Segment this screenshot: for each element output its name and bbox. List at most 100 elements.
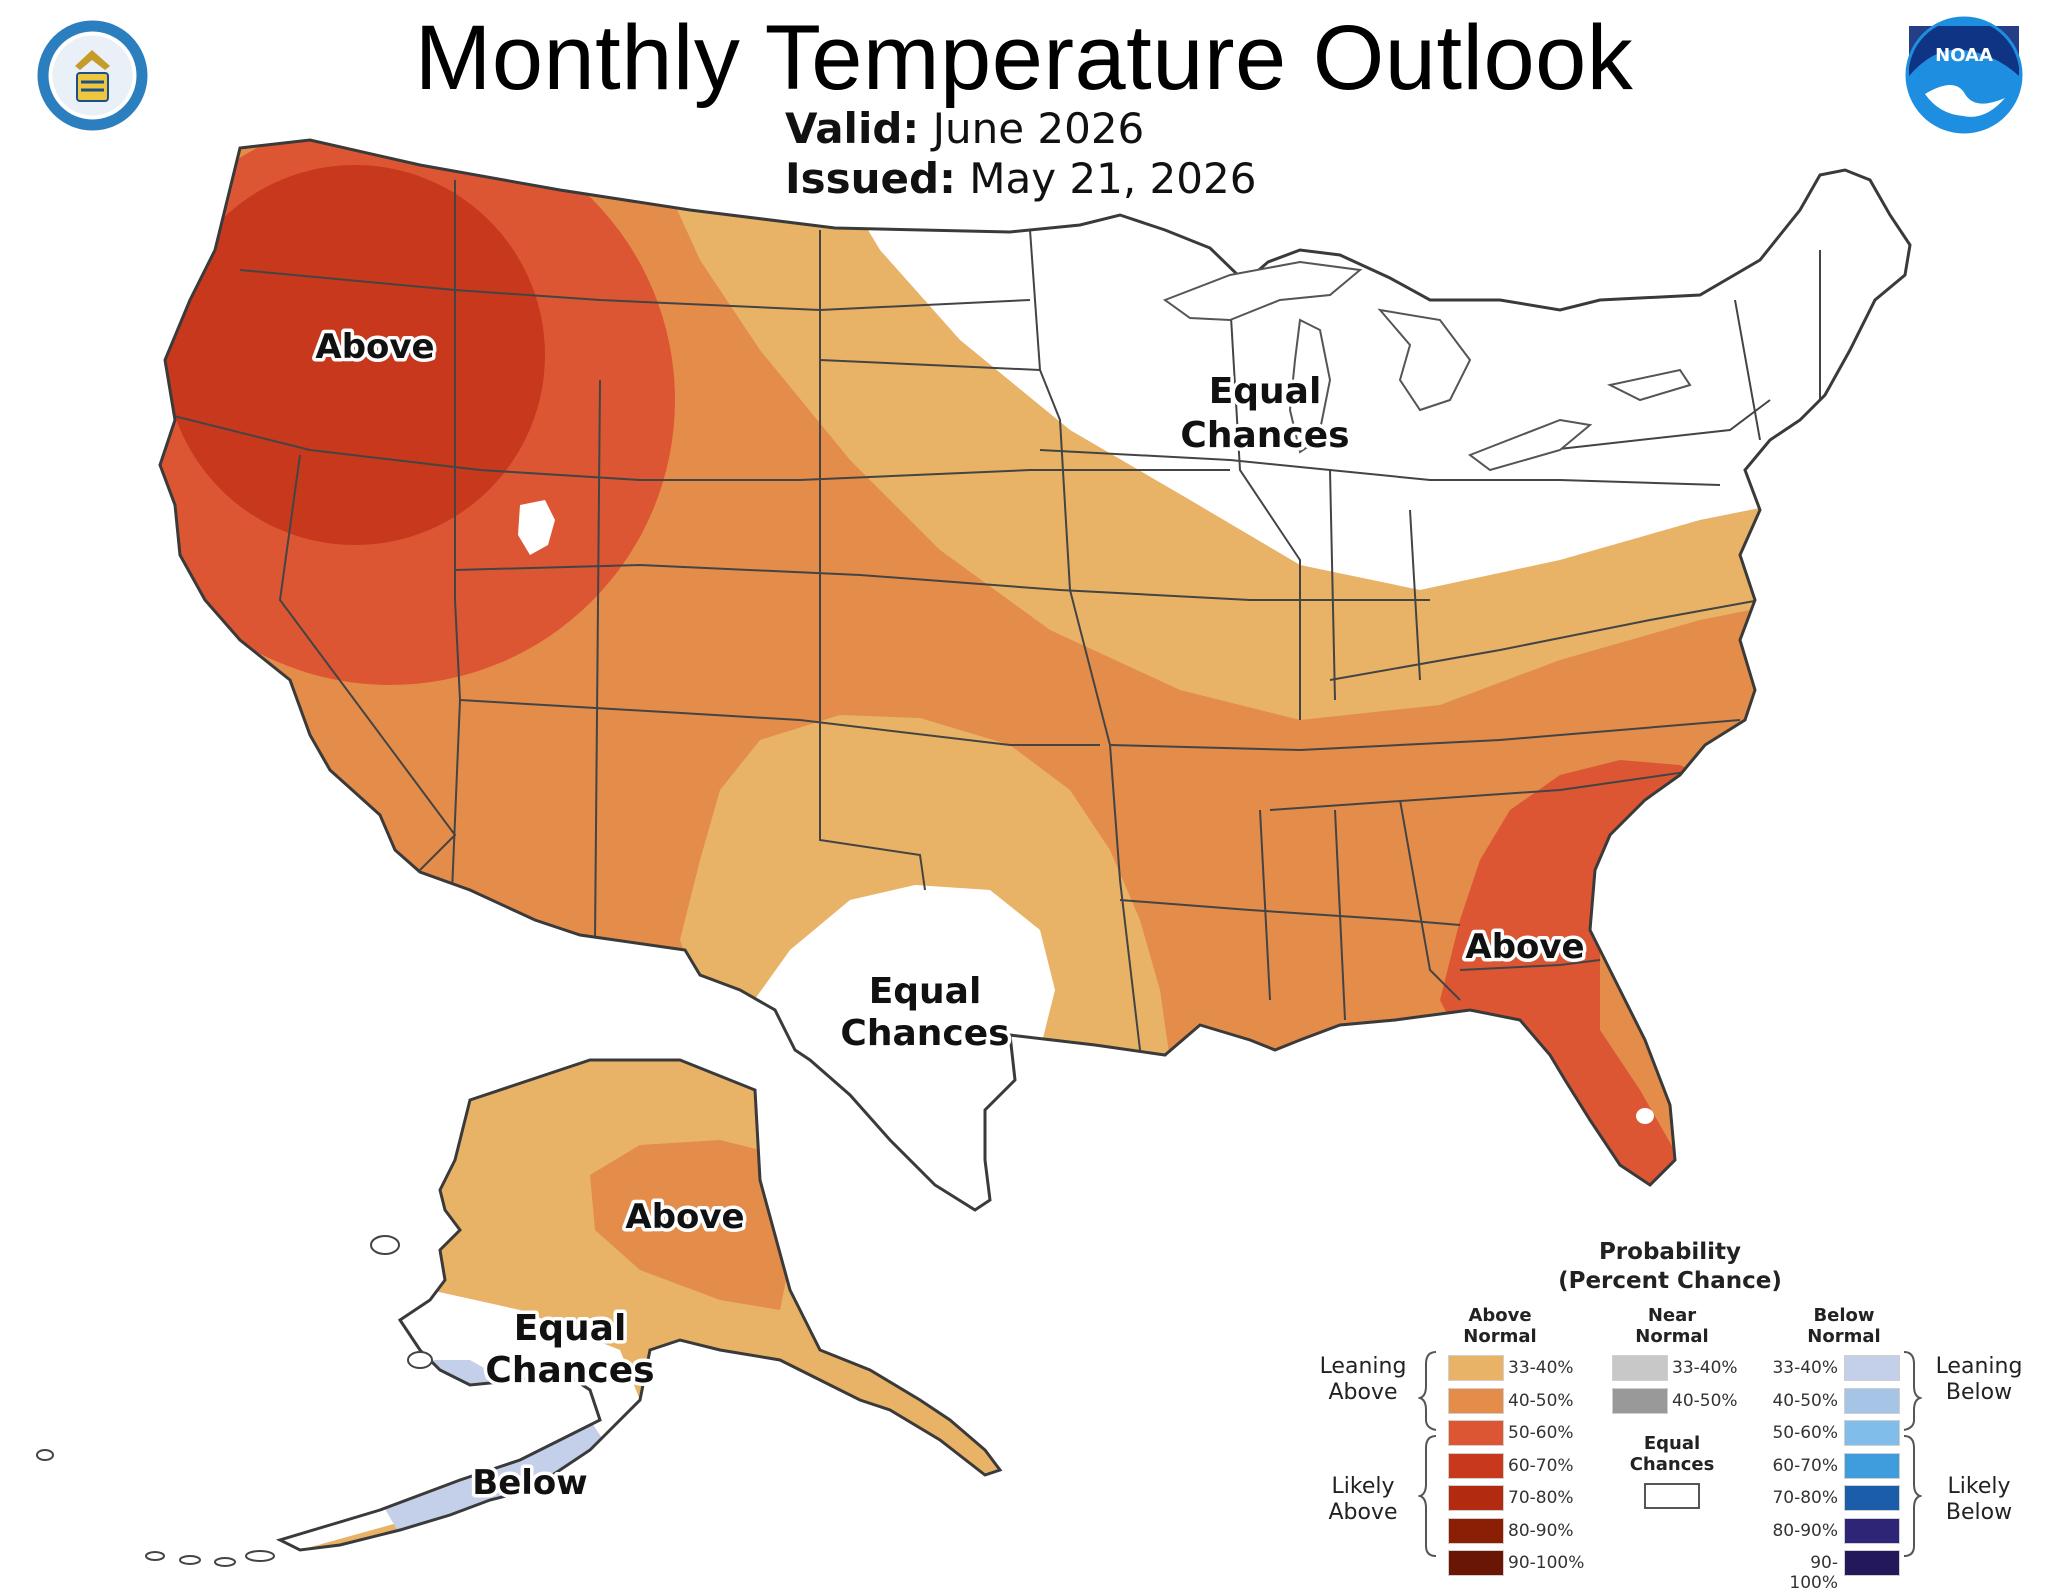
legend-label-below-2: 40-50% [1772, 1390, 1838, 1411]
legend-label-below-7: 90-100% [1789, 1553, 1838, 1593]
island [179, 1555, 201, 1565]
nw-60-70 [165, 165, 545, 545]
border-south-6 [1269, 769, 1701, 811]
legend-label-below-3: 50-60% [1772, 1423, 1838, 1443]
island [245, 1550, 275, 1562]
legend-label-above-7: 90-100% [1508, 1553, 1585, 1573]
legend-equal-chances-2: Chances [1629, 1454, 1715, 1475]
label-chances-texas: Chances [840, 1013, 1009, 1054]
noaa-logo-icon: NOAA [1905, 16, 2023, 134]
alaska-outline [275, 1058, 1003, 1552]
label-below-alaska: Below [472, 1463, 587, 1503]
island [36, 1449, 54, 1461]
border-mtn-3 [454, 563, 1430, 601]
legend-label-below-4: 60-70% [1772, 1455, 1838, 1476]
island [370, 1235, 400, 1255]
border-midwest-3 [1329, 469, 1336, 701]
legend-likely-below-2: Below [1945, 1500, 2013, 1525]
legend-label-above-4: 60-70% [1508, 1455, 1574, 1476]
legend-near-header-2: Normal [1635, 1326, 1709, 1347]
legend-above-header-1: Above [1468, 1305, 1532, 1326]
border-south-7 [1329, 599, 1761, 681]
ec-spot-idaho [518, 500, 555, 555]
page-title: Monthly Temperature Outlook [414, 7, 1634, 109]
legend-bracket-below [1903, 1351, 1922, 1557]
legend-swatch-below-2 [1844, 1387, 1900, 1414]
legend-swatch-above-5 [1448, 1485, 1504, 1511]
lake-superior [1162, 260, 1363, 322]
legend-equal-chances-label: Equal Chances [1612, 1433, 1732, 1475]
legend-title: Probability (Percent Chance) [1500, 1238, 1840, 1296]
legend-leaning-above: Leaning Above [1308, 1354, 1418, 1406]
island [145, 1551, 165, 1561]
legend-label-below-1: 33-40% [1772, 1358, 1838, 1378]
legend-label-above-5: 70-80% [1508, 1488, 1574, 1508]
legend-swatch-below-6 [1844, 1517, 1900, 1544]
legend-swatch-below-4 [1844, 1452, 1900, 1479]
legend-swatch-above-6 [1448, 1517, 1504, 1544]
legend-leaning-above-1: Leaning [1319, 1354, 1407, 1379]
legend-label-below-5: 70-80% [1772, 1488, 1838, 1508]
legend-label-above-6: 80-90% [1508, 1520, 1574, 1541]
valid-line: Valid: June 2026 [785, 104, 1144, 153]
border-mtn-1 [594, 379, 601, 941]
label-equal-great-lakes: Equal [1209, 371, 1322, 412]
legend-near-header-1: Near [1647, 1305, 1697, 1326]
legend-swatch-below-3 [1844, 1420, 1900, 1446]
legend-swatch-above-4 [1448, 1452, 1504, 1479]
legend-title-line-1: Probability [1598, 1239, 1742, 1265]
legend-leaning-below-2: Below [1945, 1380, 2013, 1405]
lake-huron [1377, 308, 1472, 412]
legend-swatch-above-3 [1448, 1420, 1504, 1446]
legend-label-above-2: 40-50% [1508, 1390, 1574, 1411]
legend-swatch-above-2 [1448, 1387, 1504, 1414]
border-south-1 [1109, 719, 1741, 752]
label-above-alaska: Above [625, 1197, 744, 1237]
legend-swatch-above-7 [1448, 1550, 1504, 1576]
legend-label-below-6: 80-90% [1772, 1520, 1838, 1541]
label-above-southeast: Above [1465, 927, 1584, 967]
label-chances-great-lakes: Chances [1180, 415, 1349, 456]
legend-label-above-3: 50-60% [1508, 1423, 1574, 1443]
legend-bracket-above [1418, 1351, 1437, 1557]
border-midwest-2 [1229, 299, 1301, 720]
great-lakes [1162, 260, 1692, 472]
ak-above-40-50 [590, 1140, 790, 1310]
border-west-1 [239, 269, 1031, 312]
legend-leaning-below: Leaning Below [1924, 1354, 2034, 1406]
legend-likely-below: Likely Below [1924, 1474, 2034, 1526]
legend-above-header: Above Normal [1440, 1305, 1560, 1347]
legend-label-near-2: 40-50% [1672, 1390, 1738, 1411]
valid-value: June 2026 [932, 104, 1145, 153]
border-west-2 [169, 414, 1230, 481]
border-mtn-2 [459, 699, 1100, 746]
conus-outline [158, 138, 1912, 1212]
island [407, 1351, 433, 1369]
legend-label-above-1: 33-40% [1508, 1358, 1574, 1378]
conus-borders [169, 180, 1821, 1051]
legend-swatch-below-1 [1844, 1355, 1900, 1381]
issued-value: May 21, 2026 [969, 154, 1257, 203]
border-ne-2 [1734, 299, 1761, 441]
border-south-4 [1334, 809, 1346, 1021]
border-midwest-1 [1039, 449, 1721, 486]
legend-above-header-2: Normal [1463, 1326, 1537, 1347]
legend-swatch-near-2 [1612, 1387, 1668, 1414]
legend-title-line-2: (Percent Chance) [1558, 1268, 1782, 1294]
border-west-3 [278, 454, 457, 871]
border-south-3 [1259, 809, 1271, 1001]
legend-likely-above: Likely Above [1308, 1474, 1418, 1526]
label-above-northwest: Above [315, 327, 434, 367]
legend-swatch-near-1 [1612, 1355, 1668, 1381]
border-ne-1 [1549, 399, 1771, 451]
issued-label: Issued: [785, 154, 956, 203]
noaa-logo-text: NOAA [1935, 45, 1993, 66]
legend-likely-above-2: Above [1328, 1500, 1398, 1525]
lake-erie [1467, 418, 1593, 472]
legend-swatch-below-5 [1844, 1485, 1900, 1511]
legend-equal-chances-1: Equal [1643, 1433, 1701, 1454]
legend-swatch-below-7 [1844, 1550, 1900, 1576]
label-equal-texas: Equal [869, 971, 982, 1012]
